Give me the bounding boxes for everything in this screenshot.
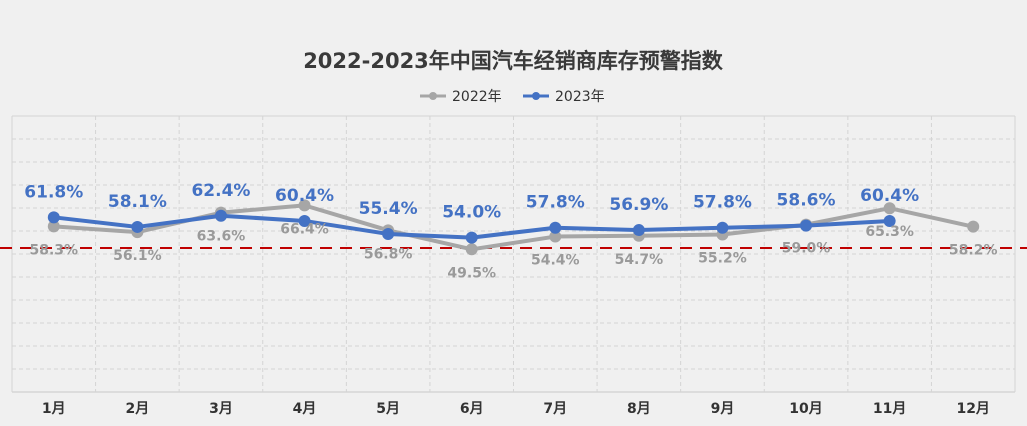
x-tick-label: 7月 <box>543 401 567 417</box>
chart-title: 2022-2023年中国汽车经销商库存预警指数 <box>303 49 724 73</box>
data-label-2022: 66.4% <box>280 221 329 237</box>
data-labels: 58.3% 56.1% 63.6% 66.4% 56.8% 49.5% 54.4% 54.7%… <box>24 181 997 282</box>
data-label-2022: 55.2% <box>698 250 747 266</box>
legend-label-2022: 2022年 <box>452 89 502 105</box>
data-label-2022: 49.5% <box>447 265 496 281</box>
data-label-2022: 59.0% <box>782 241 831 257</box>
data-point-2023 <box>800 219 813 232</box>
legend-label-2023: 2023年 <box>555 89 605 105</box>
series-line-2022 <box>53 203 974 252</box>
data-label-2022: 56.8% <box>364 246 413 262</box>
data-label-2023: 54.0% <box>442 203 501 223</box>
legend-marker-2022 <box>429 92 437 100</box>
data-label-2023: 58.1% <box>108 192 167 212</box>
x-tick-label: 10月 <box>789 401 822 417</box>
data-label-2023: 60.4% <box>275 186 334 206</box>
data-point-2023 <box>131 220 144 233</box>
x-tick-label: 4月 <box>293 401 317 417</box>
data-point-2023 <box>632 224 645 237</box>
data-point-2023 <box>883 214 896 227</box>
grid <box>11 115 1016 393</box>
data-point-2023 <box>214 209 227 222</box>
data-point-2022 <box>465 243 478 256</box>
data-label-2023: 58.6% <box>777 191 836 211</box>
legend-item-2023: 2023年 <box>523 89 605 105</box>
x-tick-label: 1月 <box>42 401 66 417</box>
data-point-2023 <box>47 211 60 224</box>
data-point-2023 <box>298 214 311 227</box>
data-label-2022: 54.7% <box>615 252 664 268</box>
data-point-2022 <box>47 220 60 233</box>
data-label-2022: 58.2% <box>949 243 998 259</box>
data-label-2023: 56.9% <box>609 195 668 215</box>
data-label-2023: 61.8% <box>24 182 83 202</box>
legend: 2022年 2023年 <box>420 89 605 105</box>
data-label-2023: 55.4% <box>359 199 418 219</box>
data-label-2022: 54.4% <box>531 253 580 269</box>
x-tick-label: 5月 <box>376 401 400 417</box>
data-label-2023: 57.8% <box>693 193 752 213</box>
data-label-2022: 56.1% <box>113 248 162 264</box>
data-label-2022: 58.3% <box>30 242 79 258</box>
data-point-2022 <box>549 230 562 243</box>
data-point-2023 <box>716 221 729 234</box>
x-tick-label: 9月 <box>711 401 735 417</box>
x-tick-label: 6月 <box>460 401 484 417</box>
x-tick-label: 8月 <box>627 401 651 417</box>
data-label-2023: 62.4% <box>191 181 250 201</box>
data-point-2022 <box>298 199 311 212</box>
data-point-2022 <box>967 220 980 233</box>
data-point-2022 <box>883 202 896 215</box>
x-tick-label: 2月 <box>126 401 150 417</box>
legend-item-2022: 2022年 <box>420 89 502 105</box>
data-label-2022: 63.6% <box>197 229 246 245</box>
x-tick-label: 12月 <box>956 401 989 417</box>
data-label-2023: 60.4% <box>860 186 919 206</box>
data-point-2023 <box>549 221 562 234</box>
data-label-2023: 57.8% <box>526 193 585 213</box>
series-group <box>47 199 980 256</box>
x-tick-label: 11月 <box>873 401 906 417</box>
data-point-2023 <box>465 231 478 244</box>
data-point-2023 <box>382 227 395 240</box>
x-axis: 1月 2月 3月 4月 5月 6月 7月 8月 9月 10月 11月 12月 <box>42 401 990 417</box>
x-tick-label: 3月 <box>209 401 233 417</box>
legend-marker-2023 <box>532 92 540 100</box>
data-label-2022: 65.3% <box>865 224 914 240</box>
